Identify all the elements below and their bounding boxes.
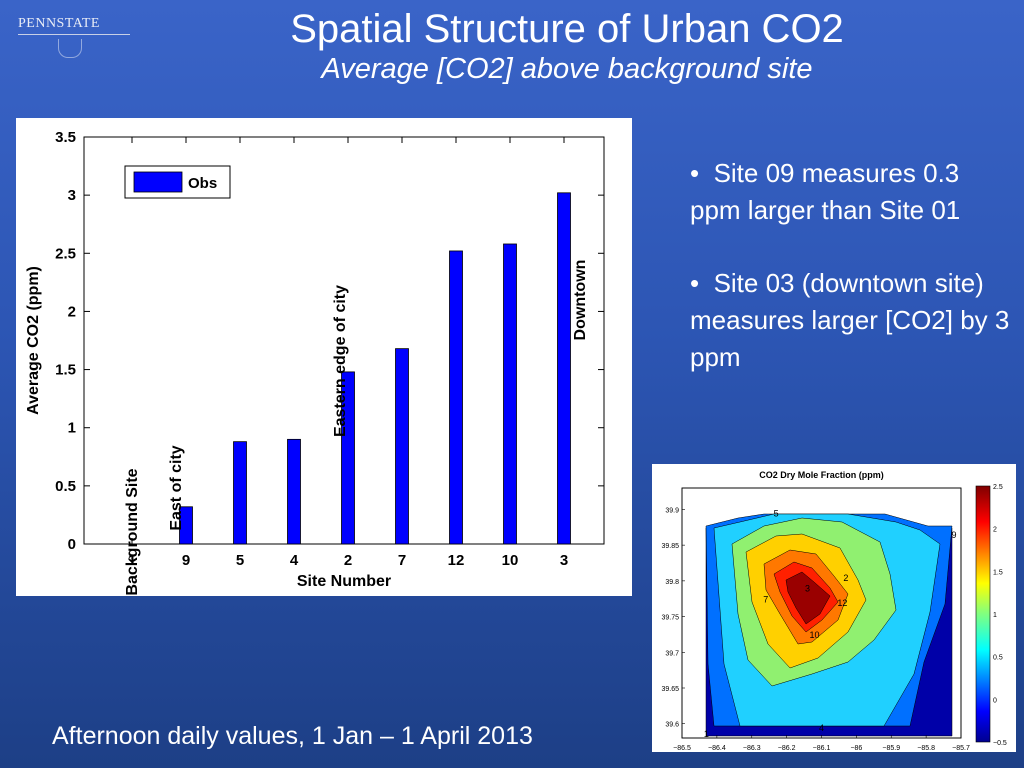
- slide-subtitle: Average [CO2] above background site: [321, 53, 813, 85]
- x-tick-label: 1: [128, 552, 136, 569]
- bullet-item: • Site 09 measures 0.3 ppm larger than S…: [690, 158, 961, 225]
- map-x-tick-label: −85.7: [952, 745, 970, 752]
- map-y-tick-label: 39.7: [665, 650, 679, 657]
- map-y-tick-label: 39.9: [665, 507, 679, 514]
- map-x-tick-label: −85.8: [917, 745, 935, 752]
- map-y-tick-label: 39.8: [665, 579, 679, 586]
- y-tick-label: 3.5: [55, 129, 76, 146]
- map-y-tick-label: 39.65: [661, 686, 679, 693]
- bar-site-12: [449, 250, 463, 545]
- map-x-tick-label: −86: [850, 745, 862, 752]
- co2-map-panel: CO2 Dry Mole Fraction (ppm) −86.5 −86.4 −86…: [652, 464, 1016, 752]
- x-tick-label: 5: [236, 552, 244, 569]
- bar-site-9: [179, 506, 193, 545]
- slide-title-block: Spatial Structure of Urban CO2 Average […: [0, 6, 1024, 86]
- bar-site-7: [395, 348, 409, 545]
- annotation-label: Background Site: [124, 468, 141, 595]
- legend: Obs: [124, 165, 231, 199]
- logo-text: PENNSTATE: [18, 16, 100, 31]
- colorbar-tick-label: −0.5: [993, 740, 1007, 747]
- shield-icon: [58, 39, 82, 58]
- x-tick-label: 10: [502, 552, 519, 569]
- colorbar-tick-label: 2.5: [993, 484, 1003, 491]
- y-tick-label: 3: [68, 187, 76, 204]
- map-x-tick-label: −86.1: [813, 745, 831, 752]
- bar-site-5: [233, 441, 247, 545]
- bar-chart-panel: 0 0.5 1 1.5 2 2.5 3 3.5 1 9 5 4 2 7 12 10 3 Site Number Av…: [16, 118, 632, 596]
- site-marker-7: 7: [763, 594, 768, 604]
- map-x-tick-label: −86.3: [743, 745, 761, 752]
- y-tick-label: 2.5: [55, 245, 76, 262]
- colorbar-tick-label: 1.5: [993, 569, 1003, 576]
- legend-swatch: [133, 171, 183, 193]
- map-x-tick-label: −86.5: [673, 745, 691, 752]
- site-marker-5: 5: [774, 509, 779, 519]
- map-x-tick-label: −85.9: [882, 745, 900, 752]
- bar-chart: 0 0.5 1 1.5 2 2.5 3 3.5 1 9 5 4 2 7 12 10 3 Site Number Av…: [25, 129, 605, 596]
- x-tick-label: 2: [344, 552, 352, 569]
- colorbar-tick-label: 0: [993, 697, 997, 704]
- x-axis-label: Site Number: [297, 573, 391, 590]
- logo-rule: [18, 34, 130, 35]
- y-tick-label: 0: [68, 536, 76, 553]
- map-title: CO2 Dry Mole Fraction (ppm): [759, 470, 884, 480]
- site-marker-3: 3: [805, 584, 810, 594]
- bullet-list: • Site 09 measures 0.3 ppm larger than S…: [690, 155, 1010, 412]
- co2-contour-map: CO2 Dry Mole Fraction (ppm) −86.5 −86.4 −86…: [661, 470, 1007, 752]
- site-marker-2: 2: [843, 573, 848, 583]
- penn-state-logo: PENNSTATE: [18, 16, 133, 58]
- colorbar-tick-label: 0.5: [993, 655, 1003, 662]
- colorbar: [975, 485, 991, 743]
- annotation-label: Downtown: [572, 260, 589, 341]
- footer-note: Afternoon daily values, 1 Jan – 1 April …: [52, 722, 533, 750]
- y-axis-label: Average CO2 (ppm): [25, 266, 42, 415]
- x-tick-label: 12: [448, 552, 465, 569]
- x-tick-label: 4: [290, 552, 299, 569]
- map-x-tick-label: −86.4: [708, 745, 726, 752]
- annotation-label: East of city: [168, 445, 185, 530]
- legend-label: Obs: [188, 175, 217, 192]
- map-x-tick-label: −86.2: [778, 745, 796, 752]
- map-y-tick-label: 39.75: [661, 615, 679, 622]
- bar-site-10: [503, 243, 517, 545]
- x-tick-label: 7: [398, 552, 406, 569]
- colorbar-tick-label: 1: [993, 612, 997, 619]
- bar-site-2: [341, 371, 355, 545]
- x-tick-label: 3: [560, 552, 568, 569]
- map-y-tick-label: 39.85: [661, 543, 679, 550]
- y-tick-label: 1: [68, 420, 76, 437]
- bar-site-3: [557, 192, 571, 545]
- site-marker-10: 10: [810, 630, 820, 640]
- x-tick-label: 9: [182, 552, 190, 569]
- y-tick-label: 1.5: [55, 362, 76, 379]
- y-tick-label: 0.5: [55, 478, 76, 495]
- site-marker-4: 4: [819, 723, 824, 733]
- contour-band-7: [785, 571, 831, 625]
- map-y-tick-label: 39.6: [665, 722, 679, 729]
- site-marker-1: 1: [704, 729, 709, 739]
- site-marker-12: 12: [837, 598, 847, 608]
- colorbar-tick-label: 2: [993, 527, 997, 534]
- bullet-text-1: Site 09 measures 0.3 ppm larger than Sit…: [690, 158, 961, 225]
- bar-site-4: [287, 438, 301, 545]
- annotation-label: Eastern edge of city: [332, 285, 349, 437]
- y-tick-label: 2: [68, 303, 76, 320]
- bullet-text-2: Site 03 (downtown site) measures larger …: [690, 268, 1010, 372]
- bullet-item: • Site 03 (downtown site) measures large…: [690, 268, 1010, 372]
- site-marker-9: 9: [952, 530, 957, 540]
- slide-title: Spatial Structure of Urban CO2: [290, 7, 844, 51]
